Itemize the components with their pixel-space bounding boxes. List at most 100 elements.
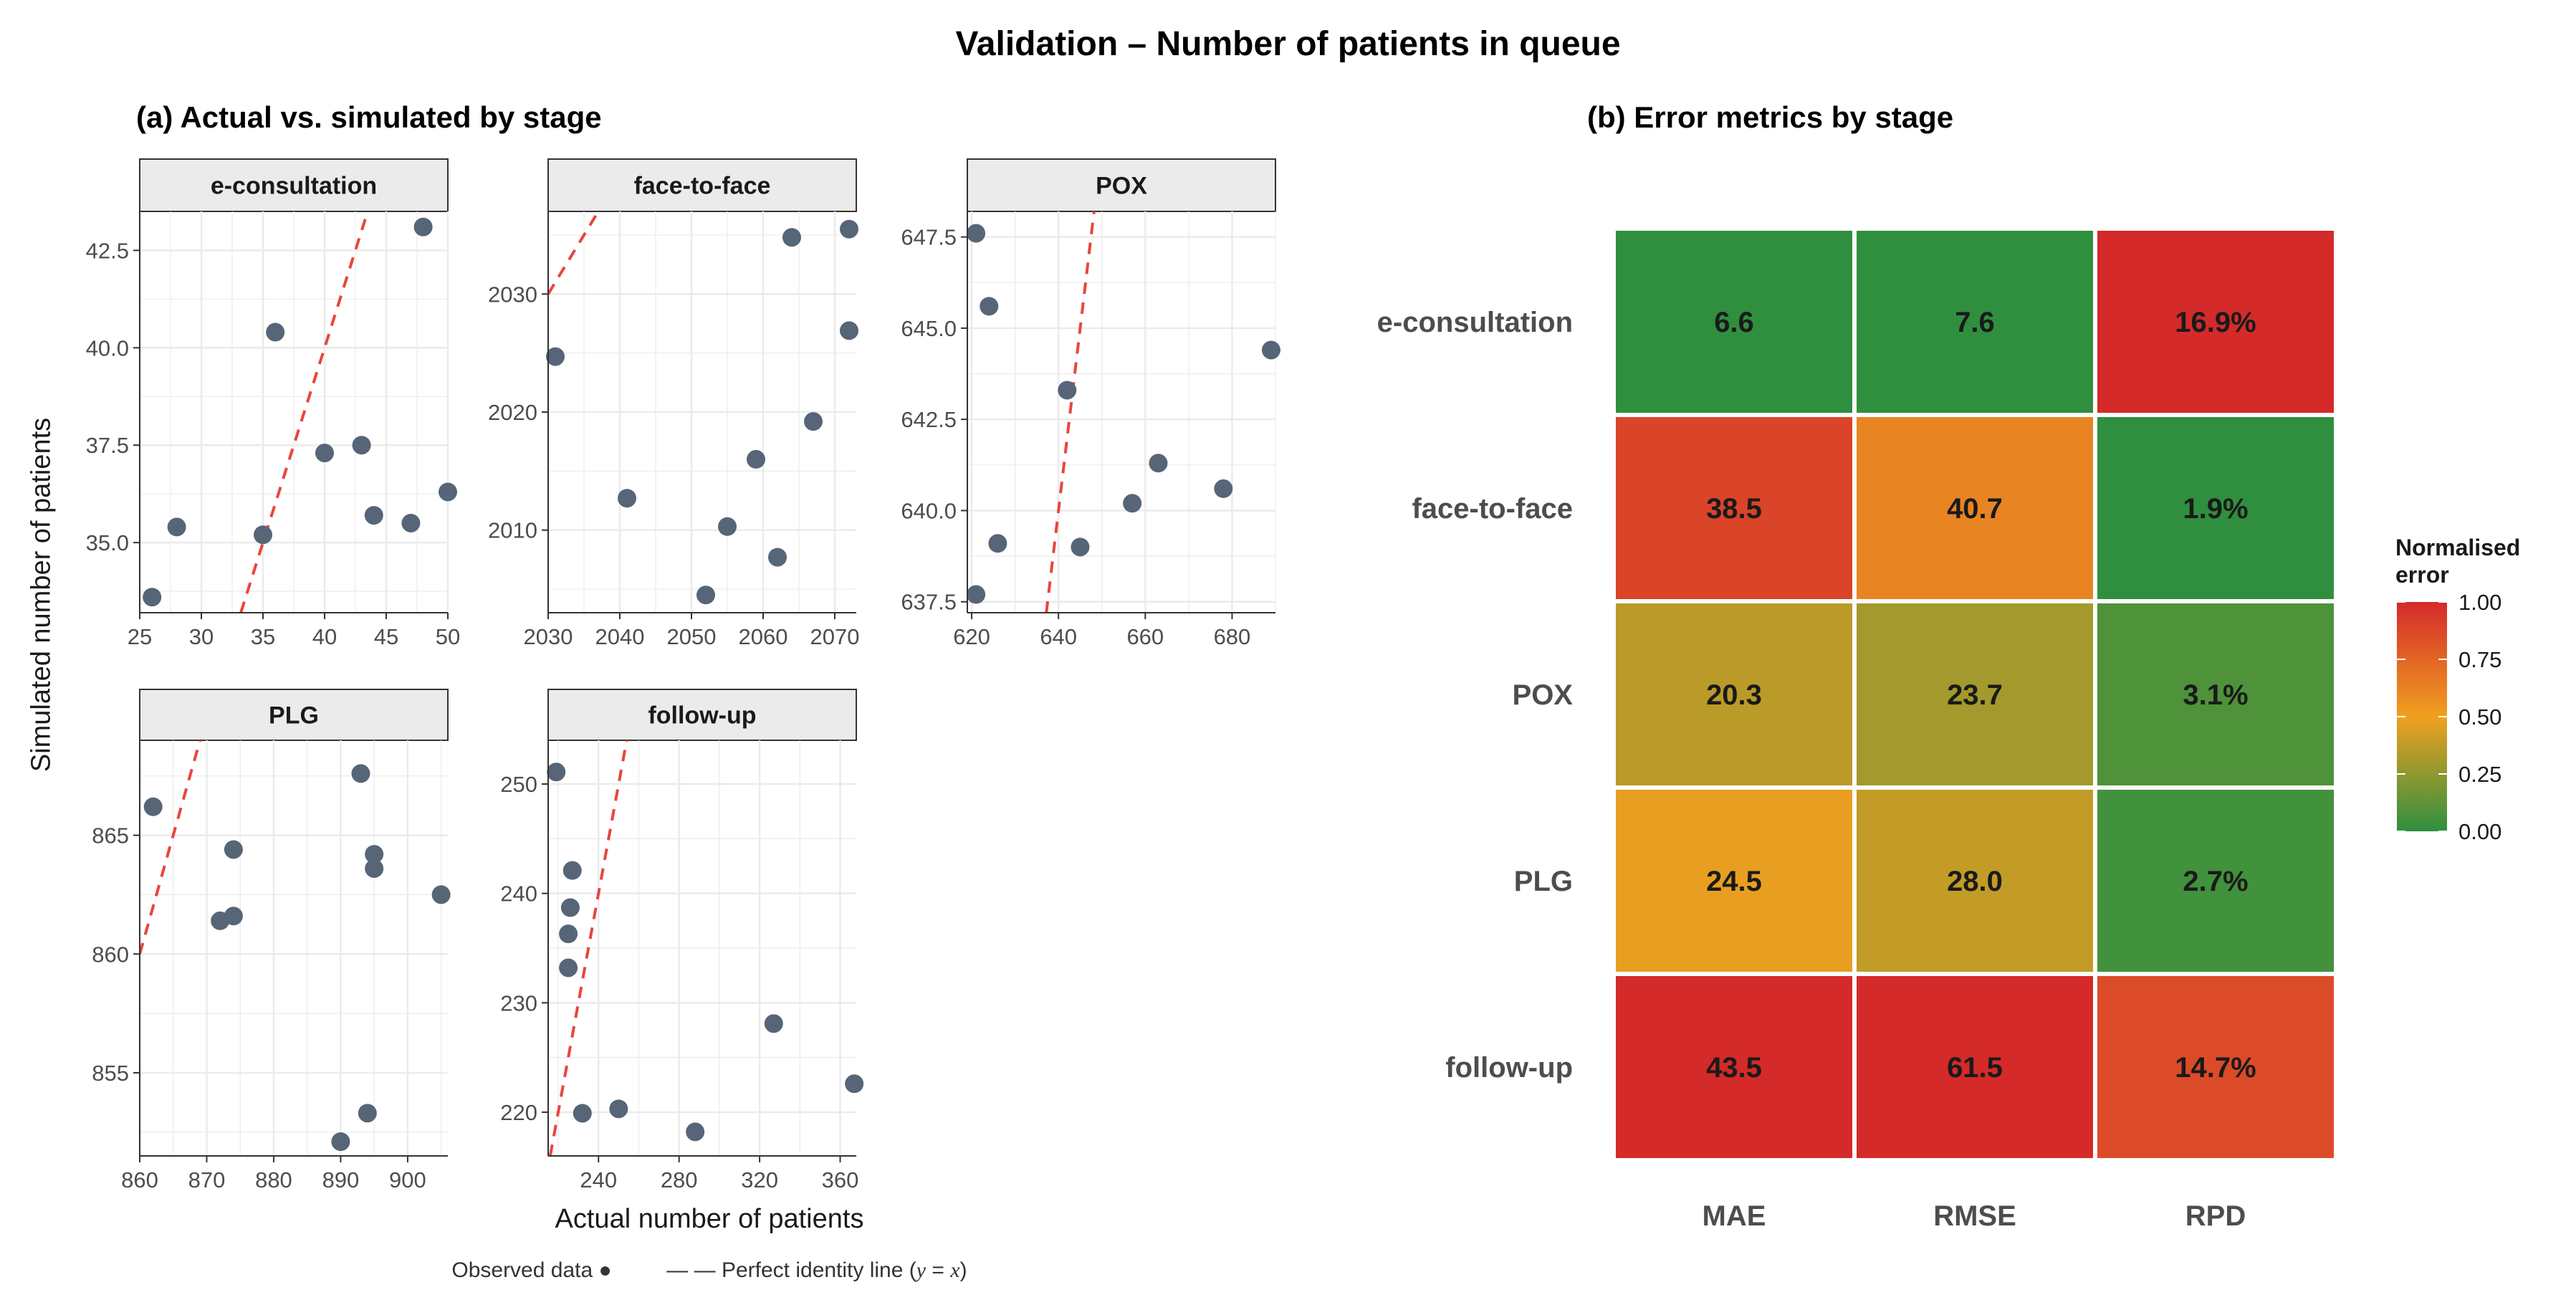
figure-title: Validation – Number of patients in queue xyxy=(955,25,1621,63)
legend-title-line-1: Normalised xyxy=(2395,535,2520,560)
point-pox-6 xyxy=(1123,494,1142,513)
y-tick-label-follow-up: 220 xyxy=(500,1100,537,1125)
facet-label-face-to-face: face-to-face xyxy=(634,173,771,200)
y-tick-label-follow-up: 240 xyxy=(500,881,537,907)
x-tick-label-plg: 880 xyxy=(255,1167,292,1192)
heat-cell-label-e-consultation-mae: 6.6 xyxy=(1714,307,1754,338)
y-tick-label-e-consultation: 35.0 xyxy=(86,530,129,555)
heat-cell-label-face-to-face-rpd: 1.9% xyxy=(2183,493,2248,525)
heat-row-label-face-to-face: face-to-face xyxy=(1412,493,1573,525)
point-e-consultation-7 xyxy=(401,513,421,532)
point-follow-up-4 xyxy=(562,861,582,880)
point-e-consultation-0 xyxy=(143,588,162,607)
point-follow-up-7 xyxy=(686,1122,705,1142)
legend-identity-eq: = xyxy=(926,1258,951,1282)
heat-cell-label-face-to-face-rmse: 40.7 xyxy=(1947,493,2003,525)
legend-identity-y: y xyxy=(916,1258,927,1282)
point-follow-up-8 xyxy=(764,1014,783,1033)
heat-cell-label-follow-up-mae: 43.5 xyxy=(1706,1052,1762,1084)
heat-row-label-pox: POX xyxy=(1513,679,1574,711)
point-plg-0 xyxy=(143,797,163,816)
point-e-consultation-5 xyxy=(352,436,371,455)
y-tick-label-plg: 855 xyxy=(92,1061,129,1086)
x-tick-label-e-consultation: 50 xyxy=(436,624,460,649)
heat-col-label-rmse: RMSE xyxy=(1933,1200,2016,1232)
point-face-to-face-7 xyxy=(804,412,823,431)
legend-tick-label: 0.25 xyxy=(2458,762,2501,787)
point-plg-9 xyxy=(431,885,451,904)
point-e-consultation-9 xyxy=(439,482,457,502)
heat-cell-label-e-consultation-rpd: 16.9% xyxy=(2175,307,2256,338)
point-follow-up-5 xyxy=(573,1104,592,1123)
legend-identity-prefix: — — Perfect identity line ( xyxy=(666,1258,916,1282)
point-e-consultation-2 xyxy=(254,525,272,545)
scatter-legend: Observed data ● — — Perfect identity lin… xyxy=(0,1258,1419,1283)
point-plg-6 xyxy=(358,1104,377,1123)
y-tick-label-face-to-face: 2020 xyxy=(488,400,537,425)
point-follow-up-1 xyxy=(559,924,578,944)
heat-cell-follow-up-rpd xyxy=(2097,976,2334,1158)
point-plg-7 xyxy=(365,845,384,864)
x-tick-label-e-consultation: 35 xyxy=(251,624,275,649)
point-pox-0 xyxy=(967,224,986,243)
x-tick-label-follow-up: 240 xyxy=(580,1167,617,1192)
heat-cell-follow-up-rmse xyxy=(1857,976,2093,1158)
point-face-to-face-6 xyxy=(782,228,801,247)
point-e-consultation-1 xyxy=(167,517,186,537)
heat-cell-label-face-to-face-mae: 38.5 xyxy=(1706,493,1762,525)
legend-observed: Observed data ● xyxy=(451,1258,612,1282)
legend-identity-x: x xyxy=(950,1258,960,1282)
point-face-to-face-1 xyxy=(618,489,636,508)
heat-cell-pox-rpd xyxy=(2097,603,2334,785)
heat-cell-face-to-face-rmse xyxy=(1857,417,2093,599)
point-face-to-face-3 xyxy=(718,517,737,536)
point-follow-up-0 xyxy=(547,762,566,782)
point-pox-2 xyxy=(980,297,999,316)
heat-cell-label-follow-up-rmse: 61.5 xyxy=(1947,1052,2003,1084)
point-e-consultation-4 xyxy=(315,444,334,463)
point-plg-5 xyxy=(351,764,370,783)
point-face-to-face-2 xyxy=(696,585,715,605)
heat-cell-label-pox-rmse: 23.7 xyxy=(1947,679,2003,711)
x-axis-label: Actual number of patients xyxy=(555,1204,864,1234)
point-follow-up-9 xyxy=(845,1074,864,1094)
point-face-to-face-4 xyxy=(747,449,765,469)
heat-cell-label-plg-mae: 24.5 xyxy=(1706,866,1762,897)
point-pox-8 xyxy=(1214,479,1233,498)
point-plg-3 xyxy=(224,840,243,859)
facet-strip-e-consultation xyxy=(139,158,449,212)
x-tick-label-follow-up: 280 xyxy=(661,1167,698,1192)
x-tick-label-e-consultation: 25 xyxy=(128,624,152,649)
y-tick-label-pox: 642.5 xyxy=(901,407,957,432)
x-tick-label-follow-up: 320 xyxy=(741,1167,778,1192)
x-tick-label-plg: 860 xyxy=(121,1167,158,1192)
facet-label-follow-up: follow-up xyxy=(648,702,756,730)
point-plg-4 xyxy=(331,1132,350,1152)
heat-cell-plg-mae xyxy=(1616,790,1852,972)
heat-row-label-e-consultation: e-consultation xyxy=(1377,307,1573,338)
heat-cell-face-to-face-mae xyxy=(1616,417,1852,599)
point-pox-5 xyxy=(1071,537,1090,557)
heat-cell-face-to-face-rpd xyxy=(2097,417,2334,599)
point-face-to-face-0 xyxy=(546,347,565,366)
x-tick-label-follow-up: 360 xyxy=(822,1167,859,1192)
x-tick-label-pox: 640 xyxy=(1040,624,1077,649)
point-plg-2 xyxy=(224,907,243,926)
panel-a-subtitle: (a) Actual vs. simulated by stage xyxy=(136,100,602,134)
facet-strip-face-to-face xyxy=(547,158,857,212)
point-pox-9 xyxy=(1261,340,1280,360)
point-pox-3 xyxy=(988,534,1007,553)
x-tick-label-plg: 900 xyxy=(389,1167,426,1192)
x-tick-label-pox: 680 xyxy=(1214,624,1251,649)
x-tick-label-e-consultation: 30 xyxy=(189,624,214,649)
x-tick-label-e-consultation: 40 xyxy=(312,624,337,649)
point-face-to-face-8 xyxy=(840,321,858,340)
y-tick-label-pox: 637.5 xyxy=(901,590,957,615)
point-pox-1 xyxy=(967,585,986,604)
facet-label-e-consultation: e-consultation xyxy=(211,173,377,200)
x-tick-label-plg: 890 xyxy=(322,1167,360,1192)
legend-tick-label: 0.50 xyxy=(2458,704,2501,730)
point-pox-7 xyxy=(1149,454,1168,473)
y-tick-label-e-consultation: 42.5 xyxy=(86,238,129,263)
legend-tick-label: 0.75 xyxy=(2458,647,2501,672)
